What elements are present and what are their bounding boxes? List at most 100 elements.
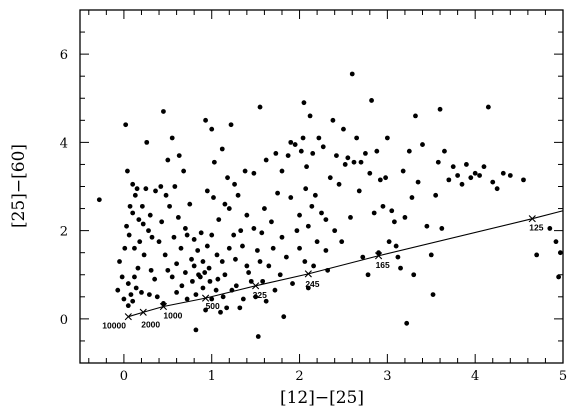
data-point (260, 278, 266, 284)
data-point (369, 98, 374, 103)
data-point (197, 274, 203, 280)
data-point (126, 232, 132, 238)
data-point (450, 164, 456, 170)
data-point (156, 239, 162, 245)
data-point (281, 314, 287, 320)
temperature-label: 125 (529, 223, 543, 233)
data-point (240, 243, 245, 249)
data-point (481, 164, 487, 170)
data-point (262, 206, 267, 211)
data-point (334, 153, 339, 159)
data-point (187, 201, 193, 207)
data-point (327, 175, 333, 181)
data-point (222, 201, 228, 207)
data-point (169, 274, 175, 280)
data-point (270, 245, 276, 251)
data-point (275, 190, 280, 196)
data-point (393, 243, 399, 249)
data-point (283, 254, 289, 260)
data-point (198, 230, 204, 236)
data-point (146, 292, 152, 298)
data-point (391, 219, 397, 225)
data-point (257, 104, 263, 110)
data-point (294, 228, 300, 234)
data-point (181, 168, 187, 174)
data-point (244, 263, 250, 269)
data-point (304, 164, 309, 170)
data-point (395, 254, 401, 260)
data-point (490, 179, 496, 185)
data-point (219, 146, 225, 152)
data-point (96, 197, 102, 203)
data-point (309, 203, 315, 209)
data-point (485, 104, 491, 110)
data-point (312, 192, 318, 198)
data-point (257, 259, 263, 264)
data-point (191, 237, 197, 242)
data-point (371, 210, 377, 216)
data-point (200, 285, 206, 291)
data-point (269, 219, 274, 225)
data-point (123, 122, 129, 128)
data-point (384, 135, 390, 141)
data-point (254, 248, 260, 253)
data-point (365, 272, 371, 278)
data-point (303, 186, 309, 192)
data-point (301, 100, 307, 106)
data-point (175, 214, 181, 220)
temperature-marker (139, 308, 147, 316)
temperature-label: 1000 (163, 311, 182, 321)
data-point (152, 276, 158, 282)
data-point (302, 259, 308, 264)
data-point (169, 135, 175, 141)
data-point (240, 296, 246, 302)
data-point (133, 285, 139, 291)
data-point (521, 177, 526, 183)
temperature-label: 500 (206, 301, 220, 311)
data-point (297, 212, 302, 218)
data-point (121, 296, 127, 302)
axis-tick-labels: 0 1 2 3 4 5 0 2 4 6 (60, 48, 567, 384)
data-point (279, 234, 285, 240)
data-point (143, 186, 149, 192)
data-point (290, 281, 295, 286)
data-point (148, 267, 154, 273)
data-point (200, 259, 206, 264)
data-point (238, 228, 244, 234)
data-point (351, 159, 357, 165)
temperature-label: 245 (305, 279, 319, 289)
data-point (292, 142, 298, 147)
y-tick-label: 6 (60, 48, 68, 63)
temperature-marker (374, 252, 383, 260)
data-point (310, 151, 316, 156)
data-point (191, 263, 197, 269)
temperature-label: 2000 (141, 319, 160, 329)
data-point (209, 126, 215, 132)
data-point (345, 155, 351, 161)
temperature-marker (252, 282, 260, 290)
data-point (122, 245, 128, 251)
data-point (127, 203, 133, 209)
data-point (134, 186, 140, 192)
data-point (225, 175, 230, 181)
data-point (149, 234, 155, 240)
data-point (305, 285, 311, 291)
data-point (319, 210, 324, 216)
data-point (209, 232, 215, 238)
data-point (215, 276, 221, 282)
data-point (193, 292, 199, 298)
data-point (115, 287, 121, 293)
data-point (182, 226, 188, 231)
data-point (226, 245, 232, 251)
data-point (409, 195, 415, 200)
data-point (244, 212, 250, 218)
data-point (377, 177, 383, 183)
data-point (320, 144, 326, 150)
data-point (411, 272, 417, 278)
data-point (165, 267, 171, 273)
temperature-marker (528, 215, 536, 223)
data-point (273, 151, 279, 156)
data-point (363, 151, 368, 156)
data-point (433, 192, 439, 198)
data-point (358, 159, 364, 165)
